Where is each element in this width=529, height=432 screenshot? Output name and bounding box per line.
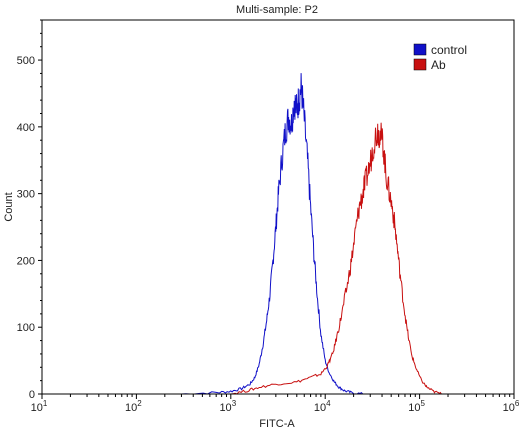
y-tick-label: 100 <box>17 322 35 334</box>
x-tick-label: 101 <box>31 399 48 414</box>
x-axis-title: FITC-A <box>259 418 295 430</box>
legend-swatch <box>413 58 427 71</box>
x-tick-label: 103 <box>219 399 236 414</box>
y-tick-label: 200 <box>17 255 35 267</box>
x-axis: 101 102 103 104 105 106 <box>31 394 520 414</box>
y-axis-title: Count <box>3 192 15 221</box>
y-tick-label: 400 <box>17 122 35 134</box>
x-tick-label: 102 <box>125 399 142 414</box>
chart-title: Multi-sample: P2 <box>236 4 318 16</box>
legend-label: control <box>431 43 467 57</box>
series-line-control <box>181 73 364 395</box>
y-tick-label: 0 <box>29 389 35 401</box>
y-tick-label: 500 <box>17 55 35 67</box>
legend-swatch <box>413 43 427 56</box>
series-group <box>181 73 442 395</box>
x-tick-label: 105 <box>408 399 425 414</box>
y-axis: 0 100 200 300 400 500 <box>17 19 42 401</box>
series-line-ab <box>230 122 442 395</box>
x-tick-label: 104 <box>314 399 331 414</box>
y-tick-label: 300 <box>17 189 35 201</box>
x-tick-label: 106 <box>503 399 520 414</box>
legend-label: Ab <box>431 58 446 72</box>
